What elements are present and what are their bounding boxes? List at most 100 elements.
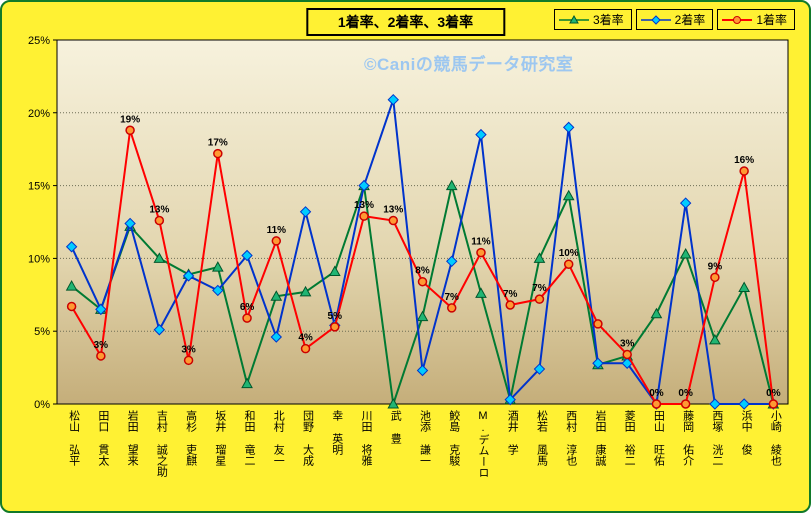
y-tick-label: 0% (34, 399, 50, 411)
circle-marker-icon (505, 300, 515, 310)
data-label: 0% (649, 388, 664, 399)
diamond-marker-icon (212, 284, 224, 297)
data-label: 0% (766, 388, 781, 399)
triangle-marker-icon (299, 285, 312, 297)
diamond-marker-icon (592, 357, 604, 369)
triangle-marker-icon (416, 310, 429, 322)
circle-marker-icon (154, 215, 165, 226)
data-label: 13% (149, 205, 169, 216)
diamond-marker-icon (65, 241, 78, 253)
data-label: 3% (620, 338, 635, 349)
diamond-marker-icon (299, 206, 312, 218)
diamond-marker-icon (709, 398, 721, 410)
legend-item-2nd-rate: 2着率 (635, 9, 714, 30)
legend: 3着率 2着率 1着率 (553, 9, 795, 30)
y-tick-label: 20% (28, 108, 50, 120)
circle-marker-icon (125, 125, 135, 136)
data-label: 7% (532, 283, 547, 294)
diamond-marker-icon (562, 121, 575, 134)
triangle-marker-icon (270, 290, 283, 301)
triangle-marker-icon (562, 189, 575, 201)
circle-marker-icon (722, 15, 753, 24)
data-label: 11% (267, 225, 287, 236)
x-axis-label: 藤岡 佑介 (681, 410, 694, 466)
plot-area (56, 39, 789, 405)
diamond-marker-icon (124, 217, 136, 230)
circle-marker-icon (534, 294, 545, 304)
diamond-marker-icon (358, 179, 370, 192)
triangle-marker-icon (153, 252, 166, 263)
data-label: 6% (240, 302, 255, 313)
y-tick-label: 25% (28, 35, 50, 47)
data-label: 9% (708, 261, 723, 272)
legend-item-1st-rate: 1着率 (717, 9, 795, 30)
x-axis-label: 鮫島 克駿 (447, 410, 460, 466)
circle-marker-icon (388, 215, 399, 226)
chart-title-box: 1着率、2着率、3着率 (305, 8, 506, 36)
x-axis-label: 松山 弘平 (67, 410, 80, 466)
circle-marker-icon (96, 351, 106, 361)
x-axis-label: M.デムーロ (476, 410, 489, 478)
diamond-marker-icon (738, 398, 750, 410)
circle-marker-icon (651, 399, 662, 409)
data-label: 17% (208, 138, 228, 149)
data-label: 11% (471, 237, 491, 248)
triangle-marker-icon (65, 280, 78, 291)
circle-marker-icon (476, 247, 486, 258)
circle-marker-icon (739, 166, 749, 176)
diamond-marker-icon (153, 324, 166, 336)
diamond-marker-icon (387, 93, 399, 106)
x-axis-label: 岩田 康誠 (593, 410, 606, 466)
diamond-marker-icon (416, 364, 429, 377)
data-label: 16% (734, 155, 754, 166)
y-tick-label: 5% (34, 326, 50, 338)
x-axis-label: 松若 風馬 (535, 410, 548, 466)
data-label: 5% (328, 311, 343, 322)
x-axis-label: 川田 将雅 (360, 410, 373, 466)
x-axis-label: 吉村 誠之助 (155, 410, 168, 477)
data-label: 13% (383, 205, 403, 216)
circle-marker-icon (768, 399, 779, 409)
x-axis-label: 武 豊 (389, 410, 402, 444)
x-axis-label: 西塚 洸二 (710, 410, 723, 466)
circle-marker-icon (242, 313, 252, 323)
y-tick-label: 15% (28, 181, 50, 193)
x-axis-label: 田山 旺佑 (652, 410, 665, 466)
diamond-marker-icon (182, 270, 195, 282)
diamond-marker-icon (640, 14, 671, 25)
circle-marker-icon (359, 211, 369, 221)
series-first-rate: 3% 19% 13% 3% 17% 6% 11% 4% 5% 13% 13% 8% 7% 11% 7% 7% 1… (66, 114, 781, 409)
circle-marker-icon (680, 399, 691, 409)
circle-marker-icon (417, 276, 428, 287)
data-label: 7% (503, 289, 518, 300)
triangle-marker-icon (738, 281, 750, 293)
x-axis-label: 和田 竜二 (243, 410, 256, 466)
circle-marker-icon (563, 259, 574, 269)
diamond-marker-icon (533, 363, 546, 375)
data-label: 0% (678, 388, 693, 399)
circle-marker-icon (271, 236, 282, 246)
x-axis-label: 菱田 裕二 (623, 410, 636, 466)
x-axis-label: 北村 友一 (272, 410, 285, 466)
diamond-marker-icon (241, 249, 253, 262)
triangle-marker-icon (475, 287, 487, 298)
triangle-marker-icon (650, 307, 663, 319)
triangle-marker-icon (558, 14, 589, 23)
circle-marker-icon (330, 322, 340, 332)
x-axis-label: 幸 英明 (330, 410, 343, 455)
chart-title: 1着率、2着率、3着率 (337, 14, 474, 30)
diamond-marker-icon (446, 255, 458, 268)
x-axis-label: 高杉 吏麒 (184, 410, 197, 466)
diamond-marker-icon (95, 303, 107, 316)
triangle-marker-icon (387, 397, 400, 409)
x-axis-label: 岩田 望来 (126, 410, 139, 466)
x-axis-label: 西村 淳也 (564, 410, 577, 466)
circle-marker-icon (593, 319, 603, 329)
triangle-marker-icon (445, 179, 458, 191)
x-axis-label: 小崎 綾也 (769, 410, 782, 466)
data-label: 10% (559, 248, 579, 259)
diamond-marker-icon (270, 331, 283, 343)
legend-item-3rd-rate: 3着率 (553, 9, 632, 30)
